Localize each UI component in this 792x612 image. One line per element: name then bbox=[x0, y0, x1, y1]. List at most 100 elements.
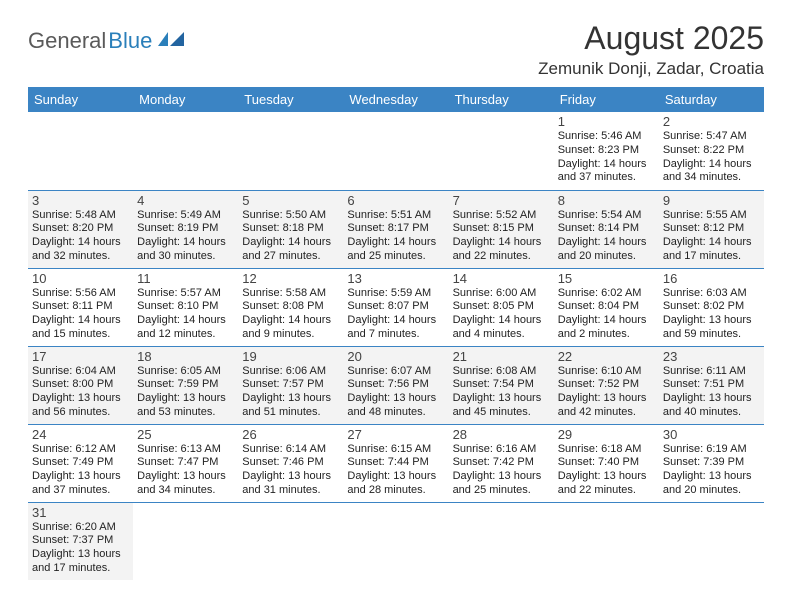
flag-icon bbox=[158, 30, 186, 53]
day-number: 10 bbox=[32, 271, 129, 286]
sunset-line: Sunset: 7:40 PM bbox=[558, 456, 655, 470]
day-number: 14 bbox=[453, 271, 550, 286]
day-number: 8 bbox=[558, 193, 655, 208]
sunset-line: Sunset: 8:20 PM bbox=[32, 222, 129, 236]
calendar-cell-empty bbox=[449, 112, 554, 190]
daylight-line: Daylight: 13 hours and 45 minutes. bbox=[453, 392, 550, 420]
daylight-line: Daylight: 14 hours and 32 minutes. bbox=[32, 236, 129, 264]
day-number: 30 bbox=[663, 427, 760, 442]
sunrise-line: Sunrise: 5:58 AM bbox=[242, 287, 339, 301]
day-number: 29 bbox=[558, 427, 655, 442]
day-number: 17 bbox=[32, 349, 129, 364]
daylight-line: Daylight: 13 hours and 31 minutes. bbox=[242, 470, 339, 498]
day-number: 5 bbox=[242, 193, 339, 208]
calendar-cell: 2Sunrise: 5:47 AMSunset: 8:22 PMDaylight… bbox=[659, 112, 764, 190]
sunrise-line: Sunrise: 6:15 AM bbox=[347, 443, 444, 457]
daylight-line: Daylight: 13 hours and 42 minutes. bbox=[558, 392, 655, 420]
calendar-cell: 18Sunrise: 6:05 AMSunset: 7:59 PMDayligh… bbox=[133, 346, 238, 424]
calendar-cell: 26Sunrise: 6:14 AMSunset: 7:46 PMDayligh… bbox=[238, 424, 343, 502]
calendar-cell: 17Sunrise: 6:04 AMSunset: 8:00 PMDayligh… bbox=[28, 346, 133, 424]
calendar-header-row: SundayMondayTuesdayWednesdayThursdayFrid… bbox=[28, 87, 764, 112]
daylight-line: Daylight: 13 hours and 53 minutes. bbox=[137, 392, 234, 420]
calendar-cell: 13Sunrise: 5:59 AMSunset: 8:07 PMDayligh… bbox=[343, 268, 448, 346]
sunset-line: Sunset: 8:02 PM bbox=[663, 300, 760, 314]
sunset-line: Sunset: 8:07 PM bbox=[347, 300, 444, 314]
daylight-line: Daylight: 13 hours and 17 minutes. bbox=[32, 548, 129, 576]
sunrise-line: Sunrise: 5:56 AM bbox=[32, 287, 129, 301]
daylight-line: Daylight: 14 hours and 34 minutes. bbox=[663, 158, 760, 186]
calendar-cell: 14Sunrise: 6:00 AMSunset: 8:05 PMDayligh… bbox=[449, 268, 554, 346]
sunrise-line: Sunrise: 6:13 AM bbox=[137, 443, 234, 457]
calendar-cell-empty bbox=[238, 112, 343, 190]
header: GeneralBlue August 2025 Zemunik Donji, Z… bbox=[28, 20, 764, 79]
daylight-line: Daylight: 14 hours and 2 minutes. bbox=[558, 314, 655, 342]
sunset-line: Sunset: 8:04 PM bbox=[558, 300, 655, 314]
calendar-cell: 27Sunrise: 6:15 AMSunset: 7:44 PMDayligh… bbox=[343, 424, 448, 502]
calendar-cell: 5Sunrise: 5:50 AMSunset: 8:18 PMDaylight… bbox=[238, 190, 343, 268]
calendar-cell: 16Sunrise: 6:03 AMSunset: 8:02 PMDayligh… bbox=[659, 268, 764, 346]
sunset-line: Sunset: 7:37 PM bbox=[32, 534, 129, 548]
sunrise-line: Sunrise: 5:59 AM bbox=[347, 287, 444, 301]
calendar-cell: 31Sunrise: 6:20 AMSunset: 7:37 PMDayligh… bbox=[28, 502, 133, 580]
sunrise-line: Sunrise: 5:50 AM bbox=[242, 209, 339, 223]
day-number: 6 bbox=[347, 193, 444, 208]
calendar-cell: 10Sunrise: 5:56 AMSunset: 8:11 PMDayligh… bbox=[28, 268, 133, 346]
calendar-cell: 6Sunrise: 5:51 AMSunset: 8:17 PMDaylight… bbox=[343, 190, 448, 268]
logo: GeneralBlue bbox=[28, 28, 186, 54]
calendar-row: 31Sunrise: 6:20 AMSunset: 7:37 PMDayligh… bbox=[28, 502, 764, 580]
calendar-cell: 25Sunrise: 6:13 AMSunset: 7:47 PMDayligh… bbox=[133, 424, 238, 502]
daylight-line: Daylight: 14 hours and 30 minutes. bbox=[137, 236, 234, 264]
daylight-line: Daylight: 14 hours and 12 minutes. bbox=[137, 314, 234, 342]
sunrise-line: Sunrise: 5:52 AM bbox=[453, 209, 550, 223]
sunset-line: Sunset: 7:47 PM bbox=[137, 456, 234, 470]
calendar-cell: 4Sunrise: 5:49 AMSunset: 8:19 PMDaylight… bbox=[133, 190, 238, 268]
sunset-line: Sunset: 7:42 PM bbox=[453, 456, 550, 470]
sunrise-line: Sunrise: 6:19 AM bbox=[663, 443, 760, 457]
sunrise-line: Sunrise: 6:03 AM bbox=[663, 287, 760, 301]
calendar-cell: 11Sunrise: 5:57 AMSunset: 8:10 PMDayligh… bbox=[133, 268, 238, 346]
day-number: 2 bbox=[663, 114, 760, 129]
sunset-line: Sunset: 8:11 PM bbox=[32, 300, 129, 314]
column-header: Monday bbox=[133, 87, 238, 112]
calendar-cell-empty bbox=[659, 502, 764, 580]
day-number: 12 bbox=[242, 271, 339, 286]
sunrise-line: Sunrise: 6:10 AM bbox=[558, 365, 655, 379]
daylight-line: Daylight: 13 hours and 56 minutes. bbox=[32, 392, 129, 420]
sunrise-line: Sunrise: 6:05 AM bbox=[137, 365, 234, 379]
day-number: 20 bbox=[347, 349, 444, 364]
calendar-cell: 20Sunrise: 6:07 AMSunset: 7:56 PMDayligh… bbox=[343, 346, 448, 424]
calendar-cell: 7Sunrise: 5:52 AMSunset: 8:15 PMDaylight… bbox=[449, 190, 554, 268]
daylight-line: Daylight: 13 hours and 22 minutes. bbox=[558, 470, 655, 498]
calendar-cell: 8Sunrise: 5:54 AMSunset: 8:14 PMDaylight… bbox=[554, 190, 659, 268]
sunset-line: Sunset: 8:08 PM bbox=[242, 300, 339, 314]
calendar-table: SundayMondayTuesdayWednesdayThursdayFrid… bbox=[28, 87, 764, 580]
sunrise-line: Sunrise: 6:12 AM bbox=[32, 443, 129, 457]
calendar-cell: 9Sunrise: 5:55 AMSunset: 8:12 PMDaylight… bbox=[659, 190, 764, 268]
sunrise-line: Sunrise: 5:46 AM bbox=[558, 130, 655, 144]
day-number: 13 bbox=[347, 271, 444, 286]
calendar-cell: 30Sunrise: 6:19 AMSunset: 7:39 PMDayligh… bbox=[659, 424, 764, 502]
sunset-line: Sunset: 8:05 PM bbox=[453, 300, 550, 314]
sunrise-line: Sunrise: 5:55 AM bbox=[663, 209, 760, 223]
sunset-line: Sunset: 7:44 PM bbox=[347, 456, 444, 470]
calendar-cell: 3Sunrise: 5:48 AMSunset: 8:20 PMDaylight… bbox=[28, 190, 133, 268]
calendar-cell: 22Sunrise: 6:10 AMSunset: 7:52 PMDayligh… bbox=[554, 346, 659, 424]
calendar-cell: 12Sunrise: 5:58 AMSunset: 8:08 PMDayligh… bbox=[238, 268, 343, 346]
sunrise-line: Sunrise: 6:07 AM bbox=[347, 365, 444, 379]
sunrise-line: Sunrise: 5:54 AM bbox=[558, 209, 655, 223]
column-header: Tuesday bbox=[238, 87, 343, 112]
location: Zemunik Donji, Zadar, Croatia bbox=[538, 59, 764, 79]
sunrise-line: Sunrise: 6:00 AM bbox=[453, 287, 550, 301]
logo-text-blue: Blue bbox=[108, 28, 152, 54]
day-number: 11 bbox=[137, 271, 234, 286]
calendar-cell-empty bbox=[28, 112, 133, 190]
sunset-line: Sunset: 7:52 PM bbox=[558, 378, 655, 392]
day-number: 18 bbox=[137, 349, 234, 364]
sunrise-line: Sunrise: 6:04 AM bbox=[32, 365, 129, 379]
calendar-cell: 28Sunrise: 6:16 AMSunset: 7:42 PMDayligh… bbox=[449, 424, 554, 502]
day-number: 3 bbox=[32, 193, 129, 208]
day-number: 15 bbox=[558, 271, 655, 286]
logo-text-general: General bbox=[28, 28, 106, 54]
day-number: 25 bbox=[137, 427, 234, 442]
sunset-line: Sunset: 7:54 PM bbox=[453, 378, 550, 392]
